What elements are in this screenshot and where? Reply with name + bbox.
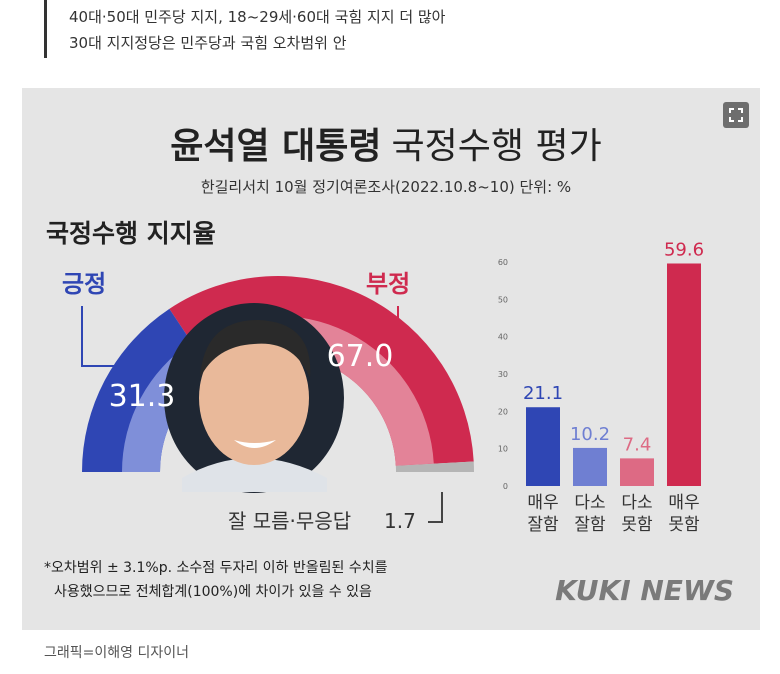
brand-logo: KUKI NEWS [555, 574, 734, 607]
bar-value-label: 10.2 [570, 424, 610, 445]
chart-title-bold: 윤석열 대통령 [170, 126, 381, 167]
category-label: 매우 [527, 493, 558, 513]
y-tick-label: 0 [503, 482, 508, 491]
subhead-line-2: 30대 지지정당은 민주당과 국힘 오차범위 안 [69, 34, 347, 52]
unknown-slice [395, 461, 474, 472]
y-tick-label: 50 [498, 295, 508, 304]
chart-title: 윤석열 대통령 국정수행 평가 [170, 126, 601, 167]
portrait-image [164, 303, 344, 493]
y-tick-label: 60 [498, 258, 508, 267]
bar-value-label: 59.6 [664, 239, 704, 260]
positive-label: 긍정 [62, 270, 106, 298]
footnote-line-1: *오차범위 ± 3.1%p. 소수점 두자리 이하 반올림된 수치를 [44, 560, 388, 576]
image-caption: 그래픽=이해영 디자이너 [44, 645, 189, 661]
footnote-line-2: 사용했으므로 전체합계(100%)에 차이가 있을 수 있음 [54, 584, 372, 600]
subhead-line-1: 40대·50대 민주당 지지, 18~29세·60대 국힘 지지 더 많아 [69, 8, 446, 26]
y-tick-label: 30 [498, 370, 508, 379]
bar-value-label: 7.4 [623, 434, 652, 455]
section-title: 국정수행 지지율 [46, 219, 216, 248]
bar [620, 458, 654, 486]
expand-icon[interactable] [723, 102, 749, 128]
bar [526, 407, 560, 486]
category-label: 잘함 [574, 515, 606, 535]
unknown-label: 잘 모름·무응답 [228, 509, 351, 533]
category-label: 못함 [621, 515, 653, 535]
category-label: 못함 [668, 515, 700, 535]
category-label: 다소 [621, 493, 652, 513]
chart-title-rest: 국정수행 평가 [392, 126, 602, 167]
chart-subtitle: 한길리서치 10월 정기여론조사(2022.10.8~10) 단위: % [201, 178, 571, 196]
positive-value: 31.3 [109, 379, 176, 414]
positive-leader-line [81, 306, 114, 367]
category-label: 다소 [574, 493, 605, 513]
negative-label: 부정 [366, 270, 410, 298]
unknown-value: 1.7 [384, 509, 416, 533]
negative-value: 67.0 [327, 339, 394, 374]
category-label: 매우 [668, 493, 699, 513]
expand-icon-glyph [729, 108, 743, 122]
detail-bar-chart: 010203040506021.1매우잘함10.2다소잘함7.4다소못함59.6… [498, 239, 704, 535]
infographic-card: 윤석열 대통령 국정수행 평가 한길리서치 10월 정기여론조사(2022.10.… [22, 88, 760, 630]
y-tick-label: 10 [498, 445, 508, 454]
category-label: 잘함 [527, 515, 559, 535]
bar [667, 263, 701, 486]
unknown-leader-line [428, 492, 443, 523]
article-subheads: 40대·50대 민주당 지지, 18~29세·60대 국힘 지지 더 많아 30… [44, 0, 647, 58]
bar-value-label: 21.1 [523, 383, 563, 404]
bar [573, 447, 607, 486]
y-tick-label: 20 [498, 407, 508, 416]
y-tick-label: 40 [498, 333, 508, 342]
infographic-svg: 윤석열 대통령 국정수행 평가 한길리서치 10월 정기여론조사(2022.10.… [44, 126, 734, 607]
